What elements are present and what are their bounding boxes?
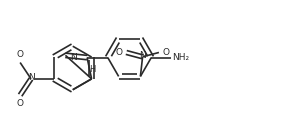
Text: O: O bbox=[17, 50, 24, 59]
Text: N: N bbox=[28, 73, 34, 82]
Text: O: O bbox=[17, 99, 24, 108]
Text: N: N bbox=[70, 53, 77, 62]
Text: N: N bbox=[139, 51, 146, 60]
Text: O: O bbox=[116, 48, 123, 57]
Text: NH₂: NH₂ bbox=[172, 53, 189, 62]
Text: O: O bbox=[162, 48, 169, 57]
Text: H: H bbox=[90, 66, 96, 74]
